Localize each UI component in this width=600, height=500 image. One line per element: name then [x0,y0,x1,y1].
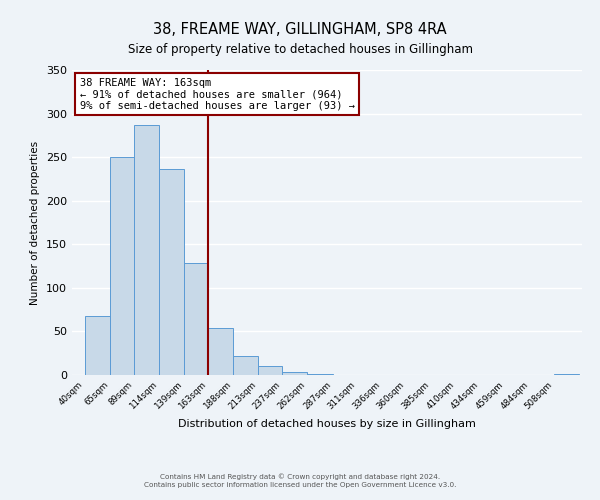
Y-axis label: Number of detached properties: Number of detached properties [31,140,40,304]
Bar [258,366,283,375]
Text: 38, FREAME WAY, GILLINGHAM, SP8 4RA: 38, FREAME WAY, GILLINGHAM, SP8 4RA [153,22,447,38]
X-axis label: Distribution of detached houses by size in Gillingham: Distribution of detached houses by size … [178,419,476,429]
Bar [159,170,184,375]
Text: Contains HM Land Registry data © Crown copyright and database right 2024.
Contai: Contains HM Land Registry data © Crown c… [144,474,456,488]
Bar [233,356,258,375]
Bar [208,328,233,375]
Bar [110,157,134,375]
Bar [134,125,159,375]
Bar [554,374,580,375]
Text: 38 FREAME WAY: 163sqm
← 91% of detached houses are smaller (964)
9% of semi-deta: 38 FREAME WAY: 163sqm ← 91% of detached … [80,78,355,111]
Bar [85,316,110,375]
Bar [283,372,307,375]
Bar [307,374,332,375]
Bar [184,262,208,375]
Text: Size of property relative to detached houses in Gillingham: Size of property relative to detached ho… [128,42,473,56]
